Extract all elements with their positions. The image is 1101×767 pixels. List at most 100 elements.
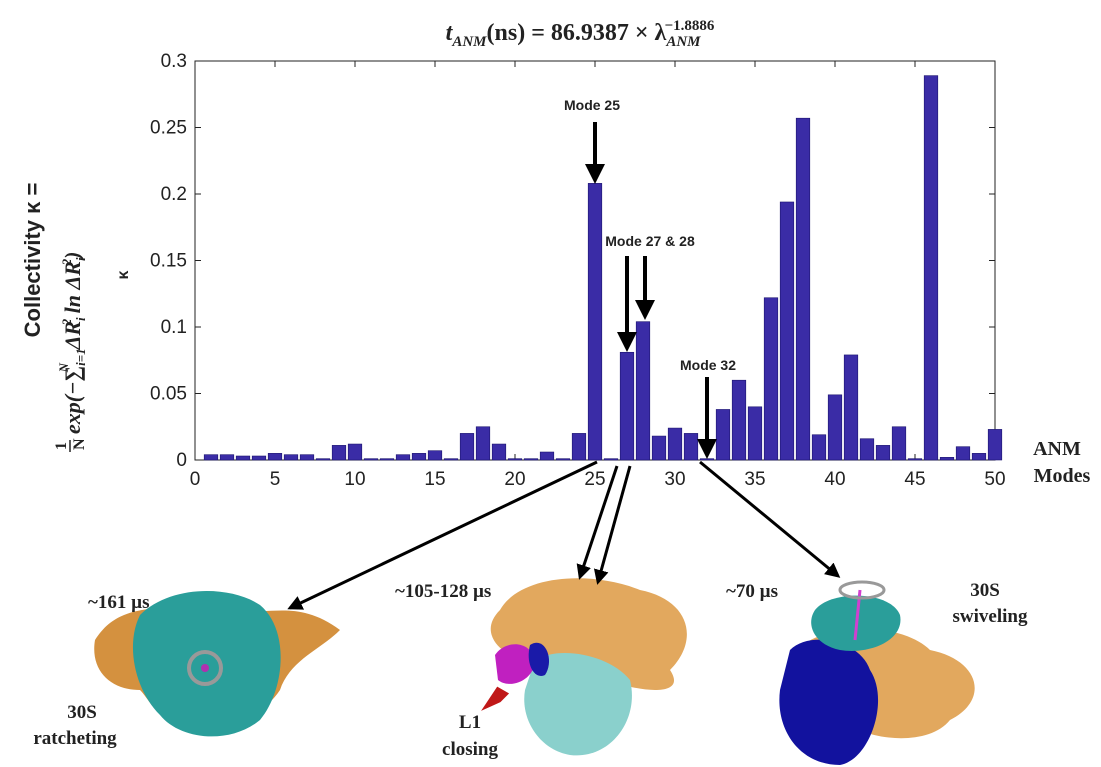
bar bbox=[987, 429, 1003, 461]
formula-part: i=1 bbox=[73, 348, 88, 366]
panel-arrow bbox=[576, 465, 619, 580]
formula-part: ln ΔR bbox=[60, 261, 85, 319]
bar bbox=[427, 450, 443, 461]
bar bbox=[475, 426, 491, 461]
bar bbox=[811, 434, 827, 461]
y-tick-label: 0.2 bbox=[161, 184, 187, 205]
panel-caption: 30S bbox=[67, 702, 97, 723]
bar bbox=[859, 438, 875, 461]
y-label-den: N bbox=[71, 438, 88, 450]
x-label: Modes bbox=[1034, 465, 1091, 487]
formula-part: ) bbox=[60, 252, 85, 261]
x-tick-label: 25 bbox=[584, 469, 605, 490]
formula-part: ΔR bbox=[60, 321, 85, 355]
title-part: −1.8886 bbox=[665, 18, 715, 34]
panel-l1 bbox=[481, 578, 687, 756]
chart-title: tANM(ns) = 86.9387 × λANM−1.8886 bbox=[446, 18, 715, 50]
bar bbox=[763, 297, 779, 461]
panel-time: ~70 µs bbox=[726, 581, 778, 602]
bar bbox=[795, 117, 811, 461]
bar bbox=[379, 458, 395, 461]
bar bbox=[443, 458, 459, 461]
bar bbox=[843, 354, 859, 461]
x-tick-label: 30 bbox=[664, 469, 685, 490]
annotation: Mode 27 & 28 bbox=[605, 233, 695, 249]
bar bbox=[299, 454, 315, 461]
bar bbox=[699, 458, 715, 461]
bar bbox=[571, 433, 587, 461]
y-label-line: Collectivity κ = bbox=[20, 183, 45, 338]
bar bbox=[747, 406, 763, 461]
bar bbox=[731, 379, 747, 461]
bar bbox=[683, 433, 699, 461]
bar bbox=[539, 451, 555, 461]
panel-arrow bbox=[699, 460, 841, 578]
bar bbox=[395, 454, 411, 461]
bar bbox=[891, 426, 907, 461]
bar bbox=[315, 458, 331, 461]
panel-caption: ratcheting bbox=[33, 728, 117, 749]
y-tick-label: 0.15 bbox=[150, 251, 187, 272]
panel-time: ~161 µs bbox=[88, 592, 149, 613]
bar bbox=[235, 455, 251, 461]
formula-part: 2 bbox=[59, 318, 74, 326]
formula-part: N bbox=[56, 362, 71, 373]
bar bbox=[827, 394, 843, 461]
x-tick-label: 5 bbox=[270, 469, 281, 490]
x-tick-label: 40 bbox=[824, 469, 845, 490]
bar bbox=[507, 458, 523, 461]
bar bbox=[715, 409, 731, 461]
formula-part: i bbox=[73, 317, 88, 321]
title-part: t bbox=[446, 20, 454, 46]
annotation: Mode 32 bbox=[680, 357, 736, 373]
x-tick-label: 50 bbox=[984, 469, 1005, 490]
y-tick-label: 0 bbox=[176, 450, 187, 471]
x-tick-label: 45 bbox=[904, 469, 925, 490]
y-tick-label: 0.1 bbox=[161, 317, 187, 338]
bar bbox=[619, 351, 635, 461]
panel-caption: L1 bbox=[459, 712, 481, 733]
title-part: ANM bbox=[665, 34, 701, 50]
panel-arrow bbox=[593, 465, 632, 585]
y-label-num: 1 bbox=[53, 442, 70, 450]
y-tick-label: 0.3 bbox=[161, 51, 187, 72]
bar bbox=[635, 321, 651, 461]
annotation: Mode 25 bbox=[564, 97, 620, 113]
bar bbox=[523, 458, 539, 461]
bar bbox=[651, 435, 667, 461]
x-tick-label: 15 bbox=[424, 469, 445, 490]
bar bbox=[955, 446, 971, 461]
bar bbox=[939, 457, 955, 461]
bar bbox=[459, 433, 475, 461]
panel-time: ~105-128 µs bbox=[395, 581, 491, 602]
bar bbox=[603, 458, 619, 461]
x-tick-label: 20 bbox=[504, 469, 525, 490]
title-part: (ns) = 86.9387 × λ bbox=[487, 20, 667, 46]
panel-caption: closing bbox=[442, 739, 498, 760]
y-axis-symbol: κ bbox=[115, 270, 132, 279]
formula-part: i bbox=[73, 257, 88, 261]
bar bbox=[331, 445, 347, 461]
x-tick-label: 10 bbox=[344, 469, 365, 490]
bar bbox=[491, 443, 507, 461]
x-label: ANM bbox=[1033, 438, 1081, 460]
bar bbox=[971, 453, 987, 461]
bar bbox=[363, 458, 379, 461]
bar bbox=[347, 443, 363, 461]
bar bbox=[667, 427, 683, 461]
y-label-formula: exp(−∑i=1N ΔRi2 ln ΔRi2) bbox=[56, 252, 88, 434]
formula-part: exp(−∑ bbox=[60, 366, 85, 434]
bar bbox=[203, 454, 219, 461]
formula-part: 2 bbox=[59, 258, 74, 266]
y-tick-label: 0.05 bbox=[150, 384, 187, 405]
bar bbox=[875, 445, 891, 461]
title-part: ANM bbox=[451, 34, 487, 50]
bar bbox=[411, 453, 427, 461]
x-tick-label: 0 bbox=[190, 469, 201, 490]
bar bbox=[587, 183, 603, 461]
bar bbox=[555, 458, 571, 461]
panel-ratcheting bbox=[94, 591, 340, 737]
x-tick-label: 35 bbox=[744, 469, 765, 490]
bar bbox=[267, 453, 283, 461]
